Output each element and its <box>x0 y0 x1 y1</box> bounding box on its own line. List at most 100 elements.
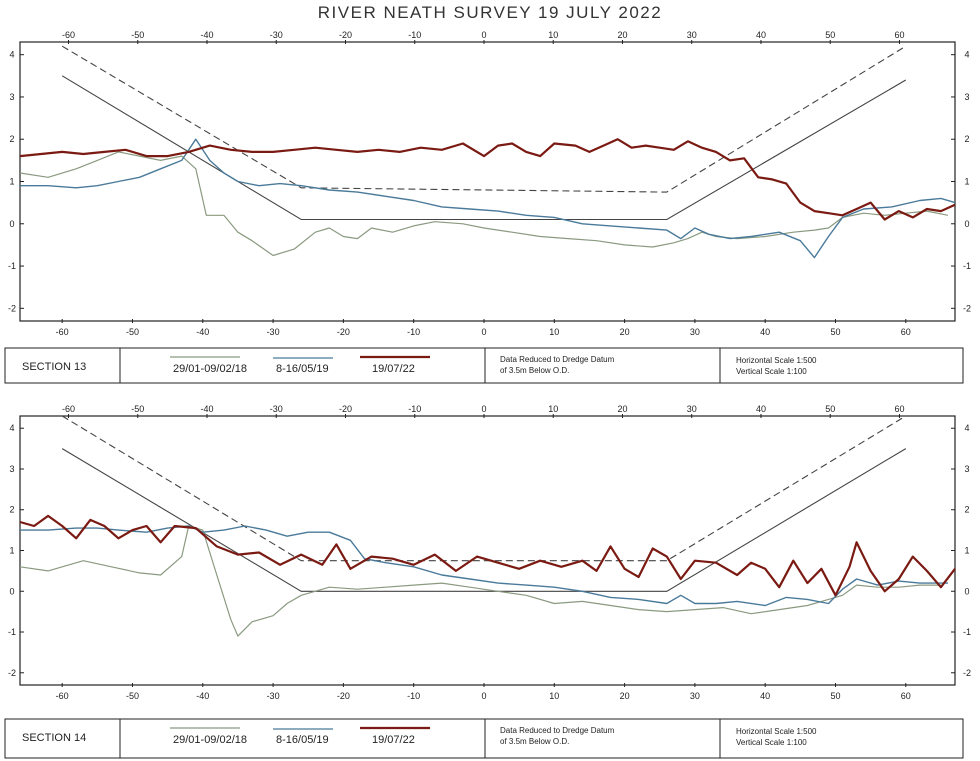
x-tick-top-label: 10 <box>548 30 558 40</box>
x-tick-top-label: 0 <box>481 30 486 40</box>
footer-frame <box>4 347 964 384</box>
datum-note: Data Reduced to Dredge Datum <box>500 726 615 735</box>
x-tick-top-label: 50 <box>825 404 835 414</box>
y-tick-right-label: 4 <box>964 423 969 433</box>
y-tick-right-label: -2 <box>963 303 971 313</box>
x-tick-bottom-label: -60 <box>56 327 69 337</box>
x-tick-bottom-label: 10 <box>549 691 559 701</box>
x-tick-bottom-label: -20 <box>337 691 350 701</box>
x-tick-top-label: -50 <box>131 30 144 40</box>
section-label: SECTION 13 <box>22 361 86 373</box>
legend-label: 8-16/05/19 <box>276 734 329 746</box>
x-tick-top-label: 40 <box>756 404 766 414</box>
section-13-chart: -60-50-40-30-20-10010203040506080-60-50-… <box>4 30 971 384</box>
y-tick-left-label: 4 <box>9 423 14 433</box>
section-14-chart: -60 -50 -40 -30 -20 -10 0 10 20 30 40 50 60-60 -50 -40… <box>4 404 971 759</box>
x-tick-bottom-label: -50 <box>126 327 139 337</box>
footer-frame <box>4 718 964 759</box>
x-tick-bottom-label: 20 <box>620 327 630 337</box>
y-tick-left-label: 0 <box>9 586 14 596</box>
legend-label: 19/07/22 <box>372 363 415 375</box>
x-tick-bottom-label: -60 <box>56 691 69 701</box>
legend-label: 8-16/05/19 <box>276 363 329 375</box>
y-tick-left-label: 1 <box>9 177 14 187</box>
plot-frame <box>19 41 956 322</box>
y-tick-right-label: -1 <box>963 261 971 271</box>
x-tick-bottom-label: 30 <box>690 691 700 701</box>
y-tick-left-label: -2 <box>8 303 16 313</box>
y-tick-right-label: 4 <box>964 50 969 60</box>
x-tick-top-label: -10 <box>408 404 421 414</box>
x-tick-top-label: 40 <box>756 30 766 40</box>
survey-title: RIVER NEATH SURVEY 19 JULY 2022 <box>317 3 663 22</box>
x-tick-top-label: 30 <box>687 404 697 414</box>
x-tick-top-label: 10 <box>548 404 558 414</box>
series-2022-line <box>19 138 956 221</box>
x-tick-top-label: -10 <box>408 30 421 40</box>
x-tick-top-label: 60 <box>894 404 904 414</box>
x-tick-bottom-label: 40 <box>760 327 770 337</box>
plot-frame <box>19 415 956 686</box>
x-tick-bottom-label: -40 <box>196 691 209 701</box>
x-tick-top-label: 20 <box>617 30 627 40</box>
x-tick-bottom-label: 50 <box>830 327 840 337</box>
scale-note: Vertical Scale 1:100 <box>736 738 807 747</box>
x-tick-bottom-label: -20 <box>337 327 350 337</box>
y-tick-left-label: 3 <box>9 464 14 474</box>
x-tick-top-label: -20 <box>339 404 352 414</box>
y-tick-left-label: 2 <box>9 134 14 144</box>
x-tick-top-label: -40 <box>200 30 213 40</box>
datum-note: of 3.5m Below O.D. <box>500 366 569 375</box>
x-tick-bottom-label: 60 <box>901 691 911 701</box>
x-tick-top-label: -40 <box>200 404 213 414</box>
x-tick-bottom-label: -30 <box>267 327 280 337</box>
x-tick-top-label: 60 <box>894 30 904 40</box>
y-tick-right-label: 1 <box>964 177 969 187</box>
y-tick-right-label: 3 <box>964 92 969 102</box>
y-tick-left-label: -2 <box>8 668 16 678</box>
legend-label: 19/07/22 <box>372 734 415 746</box>
x-tick-top-label: 50 <box>825 30 835 40</box>
x-tick-bottom-label: -40 <box>196 327 209 337</box>
design-solid-line <box>61 75 907 221</box>
x-tick-bottom-label: 30 <box>690 327 700 337</box>
design-dashed-line <box>61 415 907 562</box>
section-label: SECTION 14 <box>22 732 86 744</box>
x-tick-bottom-label: -30 <box>267 691 280 701</box>
series-2019-line <box>20 525 948 607</box>
x-tick-bottom-label: 0 <box>481 327 486 337</box>
y-tick-right-label: 2 <box>964 134 969 144</box>
x-tick-top-label: 30 <box>687 30 697 40</box>
y-tick-left-label: -1 <box>8 261 16 271</box>
x-tick-top-label: -60 <box>62 404 75 414</box>
x-tick-bottom-label: -10 <box>407 327 420 337</box>
x-tick-bottom-label: 0 <box>481 691 486 701</box>
y-tick-right-label: 0 <box>964 219 969 229</box>
series-2019-line <box>20 138 956 259</box>
legend-label: 29/01-09/02/18 <box>173 734 247 746</box>
y-tick-right-label: -1 <box>963 627 971 637</box>
x-tick-top-label: -30 <box>270 404 283 414</box>
y-tick-right-label: 3 <box>964 464 969 474</box>
y-tick-left-label: 4 <box>9 50 14 60</box>
x-tick-top-label: 0 <box>481 404 486 414</box>
x-tick-bottom-label: 20 <box>620 691 630 701</box>
y-tick-right-label: 1 <box>964 546 969 556</box>
x-tick-top-label: -60 <box>62 30 75 40</box>
x-tick-bottom-label: -50 <box>126 691 139 701</box>
design-dashed-line <box>61 45 907 193</box>
series-2018-line <box>19 525 941 637</box>
datum-note: Data Reduced to Dredge Datum <box>500 355 615 364</box>
y-tick-left-label: 0 <box>9 219 14 229</box>
series-2018-line <box>19 151 949 257</box>
x-tick-bottom-label: 10 <box>549 327 559 337</box>
y-tick-right-label: 2 <box>964 505 969 515</box>
legend-label: 29/01-09/02/18 <box>173 363 247 375</box>
y-tick-right-label: -2 <box>963 668 971 678</box>
y-tick-left-label: 3 <box>9 92 14 102</box>
datum-note: of 3.5m Below O.D. <box>500 737 569 746</box>
design-solid-line <box>61 448 907 592</box>
x-tick-top-label: 20 <box>617 404 627 414</box>
scale-note: Horizontal Scale 1:500 <box>736 727 817 736</box>
x-tick-bottom-label: 50 <box>830 691 840 701</box>
